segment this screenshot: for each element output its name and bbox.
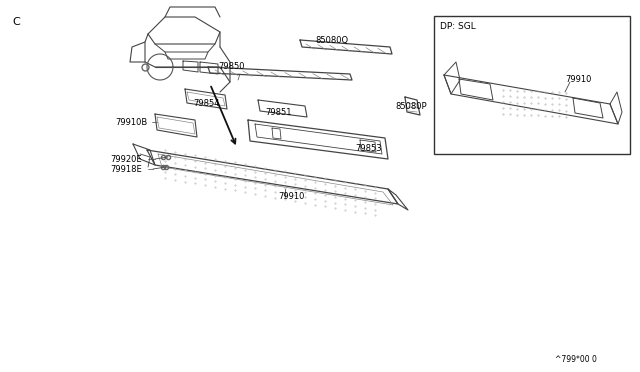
Text: 79850: 79850 xyxy=(218,62,244,71)
Text: 85080P: 85080P xyxy=(395,102,427,111)
Text: 79920E: 79920E xyxy=(110,154,141,164)
Text: C: C xyxy=(12,17,20,27)
Text: 79910: 79910 xyxy=(565,75,591,84)
Text: 79854: 79854 xyxy=(193,99,220,108)
Text: 85080Q: 85080Q xyxy=(315,36,348,45)
Text: 79910: 79910 xyxy=(278,192,305,201)
Text: 79851: 79851 xyxy=(265,108,291,117)
Text: 79918E: 79918E xyxy=(110,164,141,173)
Text: DP: SGL: DP: SGL xyxy=(440,22,476,31)
Text: ^799*00 0: ^799*00 0 xyxy=(555,355,597,364)
Text: 79910B: 79910B xyxy=(115,118,147,126)
Bar xyxy=(434,16,630,154)
Text: 79853: 79853 xyxy=(355,144,381,153)
